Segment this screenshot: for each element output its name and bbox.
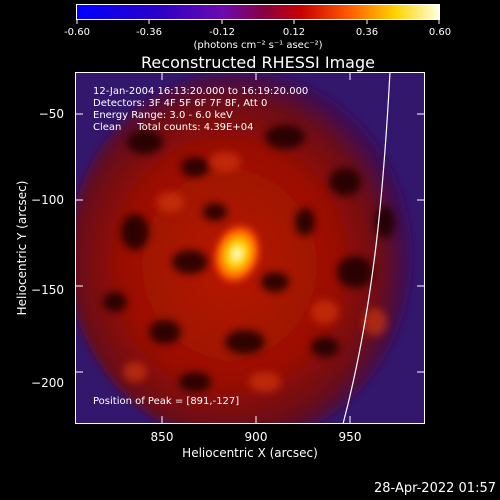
info-peak: Position of Peak = [891,-127]: [93, 396, 240, 407]
colorbar-ticks: [76, 19, 440, 24]
info-detectors: Detectors: 3F 4F 5F 6F 7F 8F, Att 0: [93, 98, 268, 109]
info-clean: Clean Total counts: 4.39E+04: [93, 122, 254, 133]
colorbar-tick-label: -0.60: [64, 27, 90, 38]
x-axis-label: Heliocentric X (arcsec): [182, 446, 318, 460]
y-tick-label: −50: [38, 107, 64, 121]
colorbar-tick-label: 0.12: [282, 27, 306, 38]
y-tick-label: −150: [31, 283, 64, 297]
info-time: 12-Jan-2004 16:13:20.000 to 16:19:20.000: [93, 86, 309, 97]
datestamp: 28-Apr-2022 01:57: [374, 481, 496, 496]
colorbar: [76, 4, 440, 20]
x-tick-label: 850: [150, 430, 174, 444]
plot-title: Reconstructed RHESSI Image: [141, 53, 375, 72]
rhessi-image: [75, 72, 425, 424]
colorbar-units: (photons cm⁻² s⁻¹ asec⁻²): [193, 40, 323, 51]
y-tick-label: −200: [31, 376, 64, 390]
plot-frame: [75, 72, 425, 424]
y-tick-label: −100: [31, 193, 64, 207]
x-tick-label: 900: [244, 430, 268, 444]
y-axis-label: Heliocentric Y (arcsec): [15, 180, 29, 316]
solar-limb-curve: [342, 72, 391, 424]
x-tick-label: 950: [338, 430, 362, 444]
axis-ticks: [75, 72, 425, 424]
info-energy: Energy Range: 3.0 - 6.0 keV: [93, 110, 233, 121]
colorbar-tick-label: -0.36: [136, 27, 162, 38]
colorbar-tick-label: 0.36: [355, 27, 379, 38]
colorbar-tick-label: -0.12: [209, 27, 235, 38]
colorbar-tick-label: 0.60: [428, 27, 452, 38]
